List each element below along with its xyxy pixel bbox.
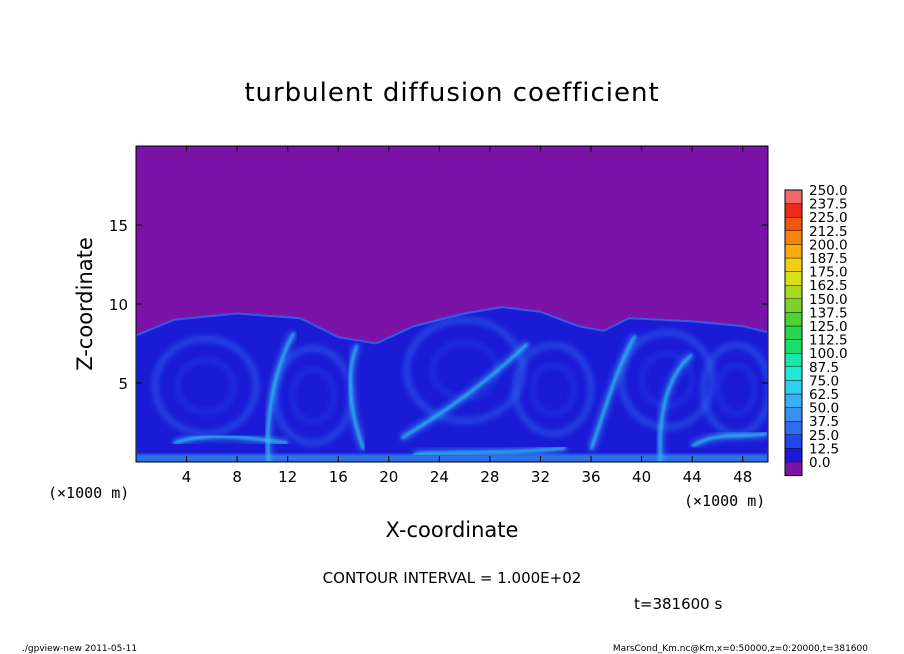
y-axis-label: Z-coordinate (73, 237, 97, 371)
x-tick-label: 12 (278, 468, 297, 486)
colorbar-segment (784, 203, 803, 218)
colorbar-segment (784, 271, 803, 286)
colorbar-label: 87.5 (809, 360, 839, 376)
colorbar-segment (784, 230, 803, 245)
colorbar-segment (784, 339, 803, 354)
x-tick-label: 44 (683, 468, 702, 486)
colorbar-label: 137.5 (809, 305, 848, 321)
x-tick-label: 8 (232, 468, 242, 486)
colorbar: 0.012.525.037.550.062.575.087.5100.0112.… (784, 183, 848, 477)
y-tick-label: 5 (118, 375, 128, 393)
colorbar-segment (784, 257, 803, 272)
eddy-core (175, 358, 236, 415)
x-tick-label: 40 (632, 468, 651, 486)
colorbar-label: 237.5 (809, 197, 848, 213)
colorbar-frame (784, 189, 803, 477)
colorbar-label: 225.0 (809, 210, 848, 226)
colorbar-label: 75.0 (809, 373, 839, 389)
x-tick-label: 20 (379, 468, 398, 486)
colorbar-segment (784, 407, 803, 422)
footer-left: ./gpview-new 2011-05-11 (22, 644, 137, 654)
colorbar-segment (784, 366, 803, 381)
plume-core (659, 353, 693, 462)
x-axis: 4 8 12 16 20 24 28 32 36 40 44 48 (182, 146, 752, 486)
colorbar-label: 12.5 (809, 441, 839, 457)
plume-core (414, 446, 566, 456)
eddy (618, 329, 716, 431)
eddy (512, 342, 595, 437)
x-unit-right: (×1000 m) (684, 492, 765, 510)
colorbar-segment (784, 393, 803, 408)
colorbar-label: 112.5 (809, 333, 848, 349)
x-tick-label: 32 (531, 468, 550, 486)
surface-layer (136, 454, 768, 462)
colorbar-segment (784, 448, 803, 463)
colorbar-label: 37.5 (809, 414, 839, 430)
colorbar-label: 25.0 (809, 428, 839, 444)
eddy-core (716, 362, 757, 416)
y-tick-label: 15 (109, 217, 128, 235)
colorbar-segment (784, 325, 803, 340)
colorbar-segment (784, 189, 803, 204)
x-tick-label: 24 (430, 468, 449, 486)
plume-core (266, 331, 295, 462)
x-tick-label: 16 (329, 468, 348, 486)
colorbar-segment (784, 285, 803, 300)
plume-core (173, 435, 288, 445)
plume-core (590, 335, 637, 450)
contour-interval: CONTOUR INTERVAL = 1.000E+02 (323, 569, 582, 587)
boundary-layer-edge (136, 306, 768, 462)
plume-core (349, 344, 365, 450)
colorbar-segment (785, 462, 802, 476)
colorbar-label: 162.5 (809, 278, 848, 294)
colorbar-segment (784, 434, 803, 449)
colorbar-segment (784, 380, 803, 395)
colorbar-segment (784, 216, 803, 231)
x-unit-left: (×1000 m) (48, 484, 129, 502)
eddy-core (530, 362, 576, 416)
colorbar-segment (784, 421, 803, 436)
x-tick-label: 4 (182, 468, 192, 486)
colorbar-label: 250.0 (809, 183, 848, 199)
colorbar-label: 0.0 (809, 455, 830, 471)
plume-core (400, 342, 529, 440)
colorbar-segment (784, 353, 803, 368)
eddy (403, 316, 526, 424)
colorbar-label: 62.5 (809, 387, 839, 403)
x-axis-label: X-coordinate (386, 518, 519, 542)
turbulence-field (136, 306, 768, 462)
y-axis: 5 10 15 (109, 217, 768, 393)
colorbar-label: 125.0 (809, 319, 848, 335)
x-tick-label: 48 (733, 468, 752, 486)
footer-right: MarsCond_Km.nc@Km,x=0:50000,z=0:20000,t=… (613, 644, 868, 654)
chart-title: turbulent diffusion coefficient (244, 78, 659, 108)
plot-area (136, 146, 768, 462)
y-tick-label: 10 (109, 296, 128, 314)
colorbar-segment (784, 298, 803, 313)
colorbar-label: 187.5 (809, 251, 848, 267)
colorbar-label: 175.0 (809, 265, 848, 281)
colorbar-label: 200.0 (809, 237, 848, 253)
plume-core (691, 432, 768, 448)
boundary-layer (136, 307, 768, 462)
colorbar-label: 100.0 (809, 346, 848, 362)
colorbar-label: 50.0 (809, 401, 839, 417)
eddy-core (290, 367, 336, 424)
x-tick-label: 36 (581, 468, 600, 486)
colorbar-label: 150.0 (809, 292, 848, 308)
colorbar-label: 212.5 (809, 224, 848, 240)
time-label: t=381600 s (634, 595, 722, 613)
x-tick-label: 28 (480, 468, 499, 486)
colorbar-segment (784, 244, 803, 259)
colorbar-segment (784, 312, 803, 327)
